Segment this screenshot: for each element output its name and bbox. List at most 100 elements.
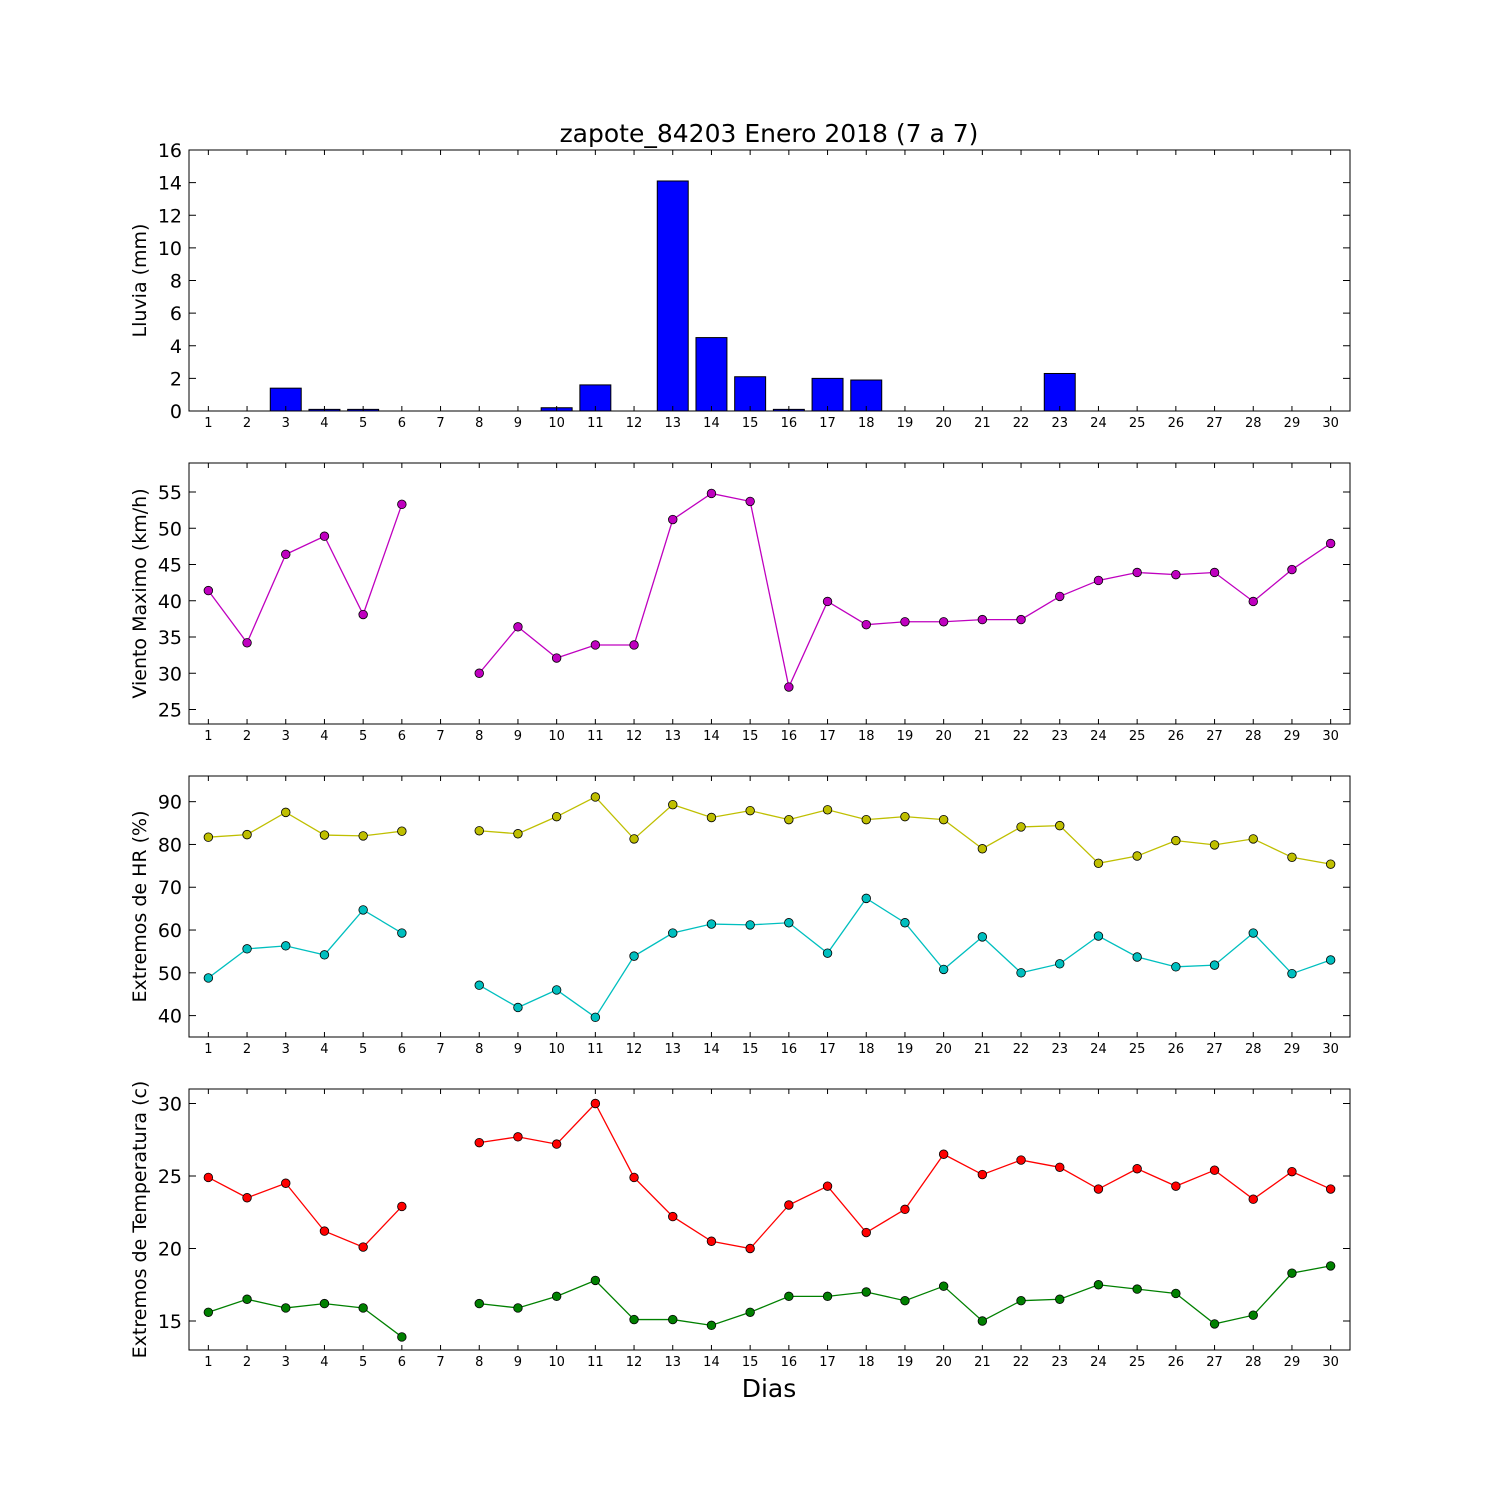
xtick-label: 8 <box>475 1042 483 1057</box>
point-4-1-day-8 <box>474 1137 484 1148</box>
xtick-label: 16 <box>781 729 798 744</box>
xtick-label: 12 <box>626 1355 643 1370</box>
y-axis-label-2: Viento Maximo (km/h) <box>129 488 151 698</box>
point-2-1-day-24 <box>1093 575 1104 586</box>
point-3-2-day-20 <box>938 964 949 975</box>
ytick-label: 20 <box>158 1239 182 1261</box>
point-3-1-day-22 <box>1016 822 1026 832</box>
point-4-2-day-3 <box>281 1303 291 1313</box>
xtick-label: 25 <box>1129 1042 1146 1057</box>
point-3-2-day-15 <box>745 920 755 930</box>
xtick-label: 27 <box>1206 416 1223 431</box>
point-2-1-day-22 <box>1016 614 1026 625</box>
point-4-2-day-20 <box>938 1281 949 1291</box>
ytick-label: 50 <box>158 518 182 540</box>
xtick-label: 20 <box>935 416 952 431</box>
xtick-label: 8 <box>475 1355 483 1370</box>
panel-2-frame <box>188 462 1351 725</box>
xtick-label: 23 <box>1051 416 1068 431</box>
point-4-2-day-4 <box>319 1298 330 1309</box>
xtick-label: 2 <box>243 1042 251 1057</box>
point-4-1-day-18 <box>861 1227 871 1238</box>
bar-day-14 <box>695 337 728 412</box>
ytick-label: 55 <box>158 482 182 504</box>
point-3-1-day-3 <box>281 807 291 818</box>
point-4-1-day-22 <box>1016 1155 1026 1165</box>
point-3-2-day-11 <box>590 1012 601 1023</box>
point-3-1-day-5 <box>358 831 368 841</box>
xtick-label: 12 <box>626 416 643 431</box>
point-3-2-day-30 <box>1325 955 1336 965</box>
panel-3-frame <box>188 775 1351 1038</box>
x-axis-label: Dias <box>742 1374 797 1403</box>
point-2-1-day-27 <box>1209 567 1220 578</box>
xtick-label: 3 <box>282 416 290 431</box>
point-2-1-day-18 <box>861 619 871 630</box>
point-2-1-day-3 <box>281 549 291 560</box>
point-2-1-day-15 <box>745 496 755 507</box>
point-3-2-day-4 <box>319 950 330 960</box>
xtick-label: 19 <box>897 729 914 744</box>
xtick-label: 20 <box>935 729 952 744</box>
point-3-1-day-6 <box>397 826 407 836</box>
point-3-1-day-10 <box>551 811 562 822</box>
xtick-label: 29 <box>1284 416 1301 431</box>
point-4-1-day-20 <box>938 1149 949 1159</box>
point-3-2-day-13 <box>668 928 678 938</box>
xtick-label: 20 <box>935 1042 952 1057</box>
point-2-1-day-4 <box>319 531 330 541</box>
point-4-2-day-27 <box>1209 1319 1220 1329</box>
y-axis-label-3: Extremos de HR (%) <box>129 810 151 1002</box>
panel-4: 1 2 3 4 5 6 7 8 9 10 11 12 13 14 15 16 17 18 19 20 21 22 23 24 2… <box>129 1081 1351 1370</box>
ytick-label: 0 <box>170 401 182 423</box>
point-4-1-day-28 <box>1248 1194 1258 1204</box>
xtick-label: 7 <box>436 1355 444 1370</box>
point-2-1-day-25 <box>1132 567 1142 578</box>
point-2-1-day-13 <box>668 514 678 525</box>
xtick-label: 9 <box>514 1042 522 1057</box>
panel-3: 1 2 3 4 5 6 7 8 9 10 11 12 13 14 15 16 17 18 19 20 21 22 23 24 2… <box>129 775 1351 1057</box>
xtick-label: 4 <box>320 416 328 431</box>
point-3-1-day-9 <box>513 829 523 839</box>
xtick-label: 4 <box>320 1355 328 1370</box>
point-3-1-day-27 <box>1209 840 1220 850</box>
xtick-label: 1 <box>204 416 212 431</box>
xtick-label: 1 <box>204 1355 212 1370</box>
xtick-label: 22 <box>1013 1042 1030 1057</box>
xtick-label: 9 <box>514 416 522 431</box>
xtick-label: 15 <box>742 416 759 431</box>
point-3-2-day-27 <box>1209 960 1220 970</box>
xtick-label: 14 <box>703 416 720 431</box>
point-4-2-day-17 <box>822 1291 833 1302</box>
point-3-1-day-2 <box>242 829 252 840</box>
point-3-2-day-2 <box>242 944 252 954</box>
point-3-1-day-12 <box>629 834 639 844</box>
xtick-label: 26 <box>1168 416 1185 431</box>
ytick-label: 8 <box>170 271 182 293</box>
ytick-label: 40 <box>158 591 182 613</box>
xtick-label: 26 <box>1168 729 1185 744</box>
xtick-label: 10 <box>548 1355 565 1370</box>
xtick-label: 24 <box>1090 1355 1107 1370</box>
xtick-label: 22 <box>1013 1355 1030 1370</box>
xtick-label: 16 <box>781 1355 798 1370</box>
point-3-1-day-8 <box>474 826 484 836</box>
xtick-label: 24 <box>1090 1042 1107 1057</box>
point-3-2-day-17 <box>822 948 833 958</box>
xtick-label: 8 <box>475 416 483 431</box>
point-2-1-day-8 <box>474 668 484 678</box>
xtick-label: 4 <box>320 729 328 744</box>
xtick-label: 12 <box>626 1042 643 1057</box>
point-3-1-day-26 <box>1171 835 1181 846</box>
ytick-label: 12 <box>158 205 182 227</box>
xtick-label: 18 <box>858 1042 875 1057</box>
point-3-1-day-30 <box>1325 859 1336 869</box>
xtick-label: 22 <box>1013 729 1030 744</box>
xtick-label: 16 <box>781 1042 798 1057</box>
point-3-2-day-14 <box>706 919 717 929</box>
point-4-1-day-3 <box>281 1178 291 1188</box>
xtick-label: 21 <box>974 1355 991 1370</box>
xtick-label: 5 <box>359 1355 367 1370</box>
chart-title: zapote_84203 Enero 2018 (7 a 7) <box>560 119 979 148</box>
